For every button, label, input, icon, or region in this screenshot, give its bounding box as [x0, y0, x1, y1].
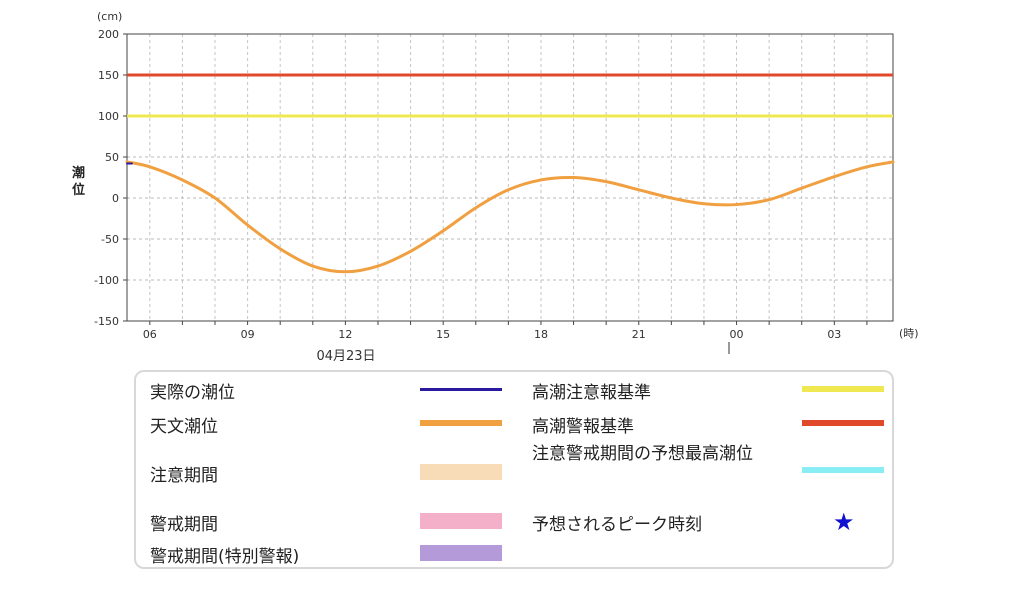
legend-label-peak-time: 予想されるピーク時刻: [532, 515, 702, 535]
x-tick-label: 00: [730, 328, 744, 341]
x-unit-label: (時): [899, 327, 919, 340]
y-axis-label-char2: 位: [72, 182, 85, 198]
x-tick-label: 09: [241, 328, 255, 341]
plot-frame: [126, 33, 894, 322]
legend-label-special-warning-period: 警戒期間(特別警報): [150, 547, 300, 567]
legend-line-storm-surge-warning: [802, 420, 884, 426]
x-tick-label: 21: [632, 328, 646, 341]
legend: 実際の潮位 天文潮位 注意期間 警戒期間 警戒期間(特別警報) 高潮注意報基準 …: [134, 370, 894, 569]
legend-line-actual-tide: [420, 388, 502, 391]
legend-label-storm-surge-warning: 高潮警報基準: [532, 417, 634, 437]
y-tick-label: -100: [94, 274, 119, 287]
tide-chart: 200 150 100 50 0 -50 -100 -150 06 09 12 15 18 21 00 03…: [72, 10, 919, 364]
x-tick-label: 15: [436, 328, 450, 341]
y-unit-label: (cm): [97, 10, 122, 23]
y-tick-label: 100: [98, 110, 119, 123]
y-tick-label: -50: [101, 233, 119, 246]
legend-line-storm-surge-advisory: [802, 386, 884, 392]
series-lines: [125, 160, 895, 274]
y-tick-label: 200: [98, 28, 119, 41]
legend-star-icon: ★: [833, 508, 855, 536]
grid: [127, 34, 893, 321]
y-tick-label: 0: [112, 192, 119, 205]
legend-label-warning-period: 警戒期間: [150, 515, 218, 535]
y-tick-label: 50: [105, 151, 119, 164]
y-axis-ticks: 200 150 100 50 0 -50 -100 -150: [94, 28, 127, 328]
legend-swatch-caution-period: [420, 464, 502, 480]
legend-label-astronomical-tide: 天文潮位: [150, 417, 218, 437]
x-tick-label: 18: [534, 328, 548, 341]
y-axis-label-char1: 潮: [72, 165, 85, 181]
x-tick-label: 12: [338, 328, 352, 341]
legend-line-astronomical-tide: [420, 420, 502, 426]
legend-swatch-special-warning-period: [420, 545, 502, 561]
y-tick-label: -150: [94, 315, 119, 328]
x-axis-ticks: 06 09 12 15 18 21 00 03: [143, 321, 868, 341]
legend-label-forecast-max-tide: 注意警戒期間の予想最高潮位: [532, 444, 753, 464]
legend-label-storm-surge-advisory: 高潮注意報基準: [532, 383, 651, 403]
series-line-astronomical-tide: [125, 160, 895, 274]
reference-lines: [127, 73, 893, 118]
date-label: 04月23日: [316, 349, 375, 364]
y-tick-label: 150: [98, 69, 119, 82]
x-tick-label: 03: [827, 328, 841, 341]
legend-line-forecast-max-tide: [802, 467, 884, 473]
x-tick-label: 06: [143, 328, 157, 341]
legend-label-caution-period: 注意期間: [150, 466, 218, 486]
legend-swatch-warning-period: [420, 513, 502, 529]
legend-label-actual-tide: 実際の潮位: [150, 383, 235, 403]
